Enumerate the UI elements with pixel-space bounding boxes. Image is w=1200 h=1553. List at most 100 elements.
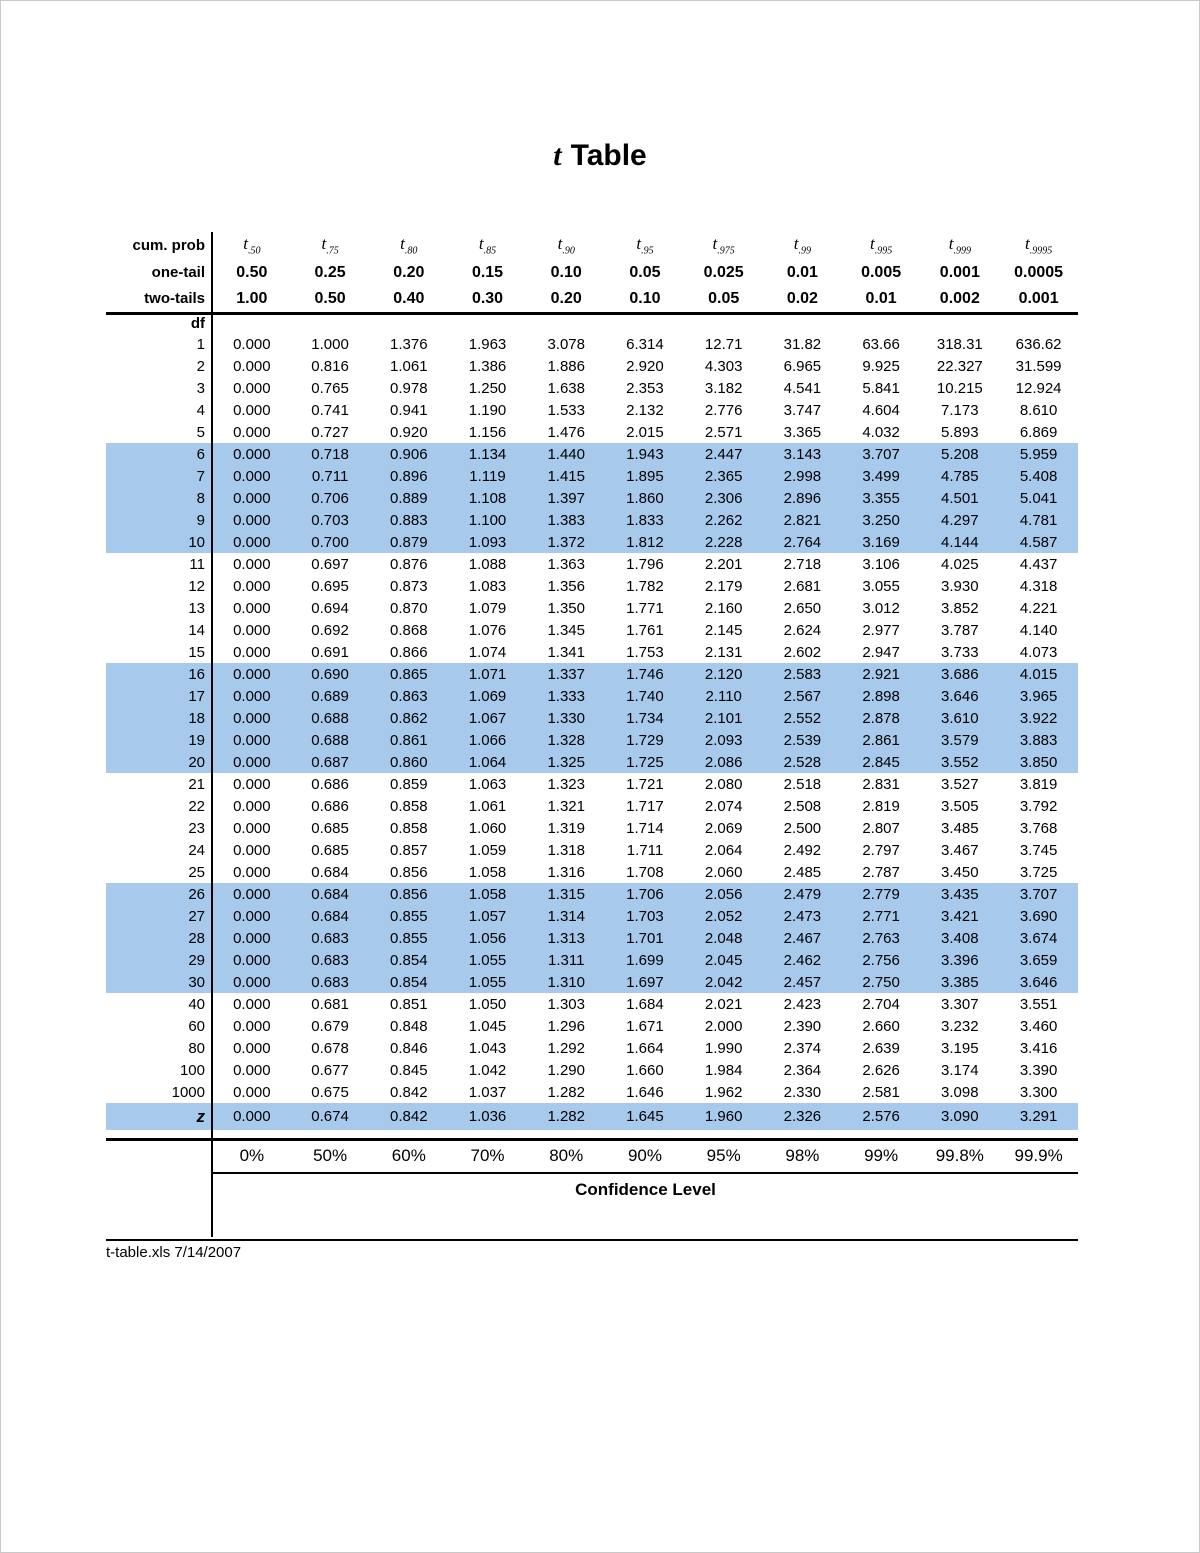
t-value-cell: 0.846	[390, 1039, 428, 1057]
t-value-cell: 3.768	[1019, 819, 1058, 837]
df-cell: 19	[106, 729, 213, 751]
t-value-cell: 0.889	[369, 487, 449, 509]
t-value-cell: 1.083	[468, 577, 507, 595]
t-value-cell: 1.296	[547, 1017, 585, 1035]
t-value-cell: 0.920	[390, 423, 428, 441]
one-tail-value-cell: 0.50	[236, 263, 268, 281]
t-value-cell: 1.638	[547, 379, 585, 397]
t-value-cell: 3.499	[841, 465, 921, 487]
one-tail-value-cell: 0.025	[703, 263, 744, 281]
t-value-cell: 0.000	[233, 863, 271, 881]
t-value-cell: 0.683	[290, 927, 370, 949]
t-value-cell: 0.855	[369, 905, 449, 927]
t-value-cell: 1.061	[390, 357, 428, 375]
table-row: 80 0.000 0.678 0.846 1.043 1.292 1.664 1.990 2.3…	[106, 1037, 1078, 1059]
t-value-cell: 0.000	[233, 1039, 271, 1057]
t-value-cell: 6.965	[783, 357, 822, 375]
t-value-cell: 0.000	[233, 577, 271, 595]
t-value-cell: 3.195	[941, 1039, 979, 1057]
t-value-cell: 1.292	[547, 1039, 585, 1057]
t-value-cell: 2.576	[841, 1103, 921, 1130]
df-cell: 27	[106, 905, 213, 927]
t-value-cell: 1.071	[448, 663, 527, 685]
df-cell: 15	[106, 641, 213, 663]
t-value-cell: 0.000	[212, 1103, 291, 1130]
t-value-cell: 2.626	[862, 1061, 900, 1079]
df-cell: 25	[106, 861, 213, 883]
t-value-cell: 9.925	[862, 357, 900, 375]
one-tail-value-cell: 0.25	[314, 263, 346, 281]
t-value-cell: 0.000	[212, 663, 291, 685]
t-value-cell: 0.000	[233, 1083, 271, 1101]
footer-filename: t-table.xls 7/14/2007	[106, 1244, 242, 1261]
df-cell: 3	[106, 377, 213, 399]
t-value-cell: 3.143	[763, 443, 842, 465]
t-value-cell: 3.646	[999, 971, 1078, 993]
t-value-cell: 10.215	[936, 379, 983, 397]
t-value-cell: 0.694	[311, 599, 349, 617]
t-value-cell: 4.785	[920, 465, 1000, 487]
t-value-cell: 2.069	[704, 819, 743, 837]
t-value-cell: 0.684	[290, 883, 370, 905]
t-value-cell: 3.551	[1019, 995, 1058, 1013]
t-value-cell: 0.865	[369, 663, 449, 685]
confidence-level-label: Confidence Level	[575, 1179, 716, 1199]
t-value-cell: 1.372	[526, 531, 606, 553]
t-quantile-header: t.85	[478, 234, 497, 257]
t-value-cell: 3.396	[920, 949, 1000, 971]
t-value-cell: 0.000	[233, 555, 271, 573]
confidence-percent-cell: 60%	[369, 1139, 449, 1174]
df-cell: 40	[106, 993, 213, 1015]
t-value-cell: 3.416	[1019, 1039, 1058, 1057]
t-value-cell: 2.920	[626, 357, 664, 375]
t-value-cell: 3.792	[1019, 797, 1058, 815]
t-value-cell: 2.160	[704, 599, 743, 617]
t-value-cell: 2.262	[684, 509, 764, 531]
confidence-percent-row: 0% 50% 60% 70% 80% 90% 95% 98% 99% 99.8% 99.9%	[106, 1139, 1078, 1174]
t-value-cell: 1.717	[626, 797, 664, 815]
t-value-cell: 2.819	[862, 797, 900, 815]
df-cell: 10	[106, 531, 213, 553]
t-value-cell: 0.689	[290, 685, 370, 707]
t-value-cell: 0.856	[369, 883, 449, 905]
table-row: 28 0.000 0.683 0.855 1.056 1.313 1.701 2.048 2.4…	[106, 927, 1078, 949]
t-value-cell: 2.776	[704, 401, 743, 419]
one-tail-label: one-tail	[106, 259, 213, 286]
t-value-cell: 2.896	[763, 487, 842, 509]
t-value-cell: 0.685	[311, 841, 349, 859]
two-tails-value-cell: 0.002	[939, 289, 980, 307]
t-value-cell: 1.397	[526, 487, 606, 509]
t-value-cell: 0.857	[390, 841, 428, 859]
t-value-cell: 3.355	[841, 487, 921, 509]
t-value-cell: 1.058	[448, 883, 527, 905]
table-row: 6 0.000 0.718 0.906 1.134 1.440 1.943 2.447 3.14…	[106, 443, 1078, 465]
t-value-cell: 3.690	[999, 905, 1078, 927]
t-value-cell: 3.421	[920, 905, 1000, 927]
confidence-percent-cell: 70%	[448, 1139, 527, 1174]
t-value-cell: 1.415	[526, 465, 606, 487]
t-value-cell: 0.706	[290, 487, 370, 509]
df-cell: 22	[106, 795, 213, 817]
t-value-cell: 0.883	[369, 509, 449, 531]
t-value-cell: 0.000	[233, 379, 271, 397]
t-value-cell: 4.032	[862, 423, 900, 441]
one-tail-value-cell: 0.005	[861, 263, 902, 281]
t-value-cell: 0.678	[311, 1039, 349, 1057]
t-value-cell: 0.684	[290, 905, 370, 927]
table-row: 5 0.000 0.727 0.920 1.156 1.476 2.015 2.571 3.36…	[106, 421, 1078, 443]
t-value-cell: 1.699	[605, 949, 685, 971]
t-value-cell: 0.000	[233, 995, 271, 1013]
t-value-cell: 0.000	[233, 797, 271, 815]
t-value-cell: 2.353	[626, 379, 664, 397]
t-value-cell: 1.740	[605, 685, 685, 707]
percent-label-spacer	[106, 1139, 213, 1173]
t-value-cell: 2.797	[862, 841, 900, 859]
t-value-cell: 12.924	[1015, 379, 1062, 397]
t-value-cell: 3.850	[999, 751, 1078, 773]
two-tails-value-cell: 0.01	[865, 289, 897, 307]
t-value-cell: 0.000	[212, 443, 291, 465]
t-value-cell: 2.763	[841, 927, 921, 949]
t-value-cell: 0.681	[311, 995, 349, 1013]
t-value-cell: 0.000	[233, 335, 271, 353]
